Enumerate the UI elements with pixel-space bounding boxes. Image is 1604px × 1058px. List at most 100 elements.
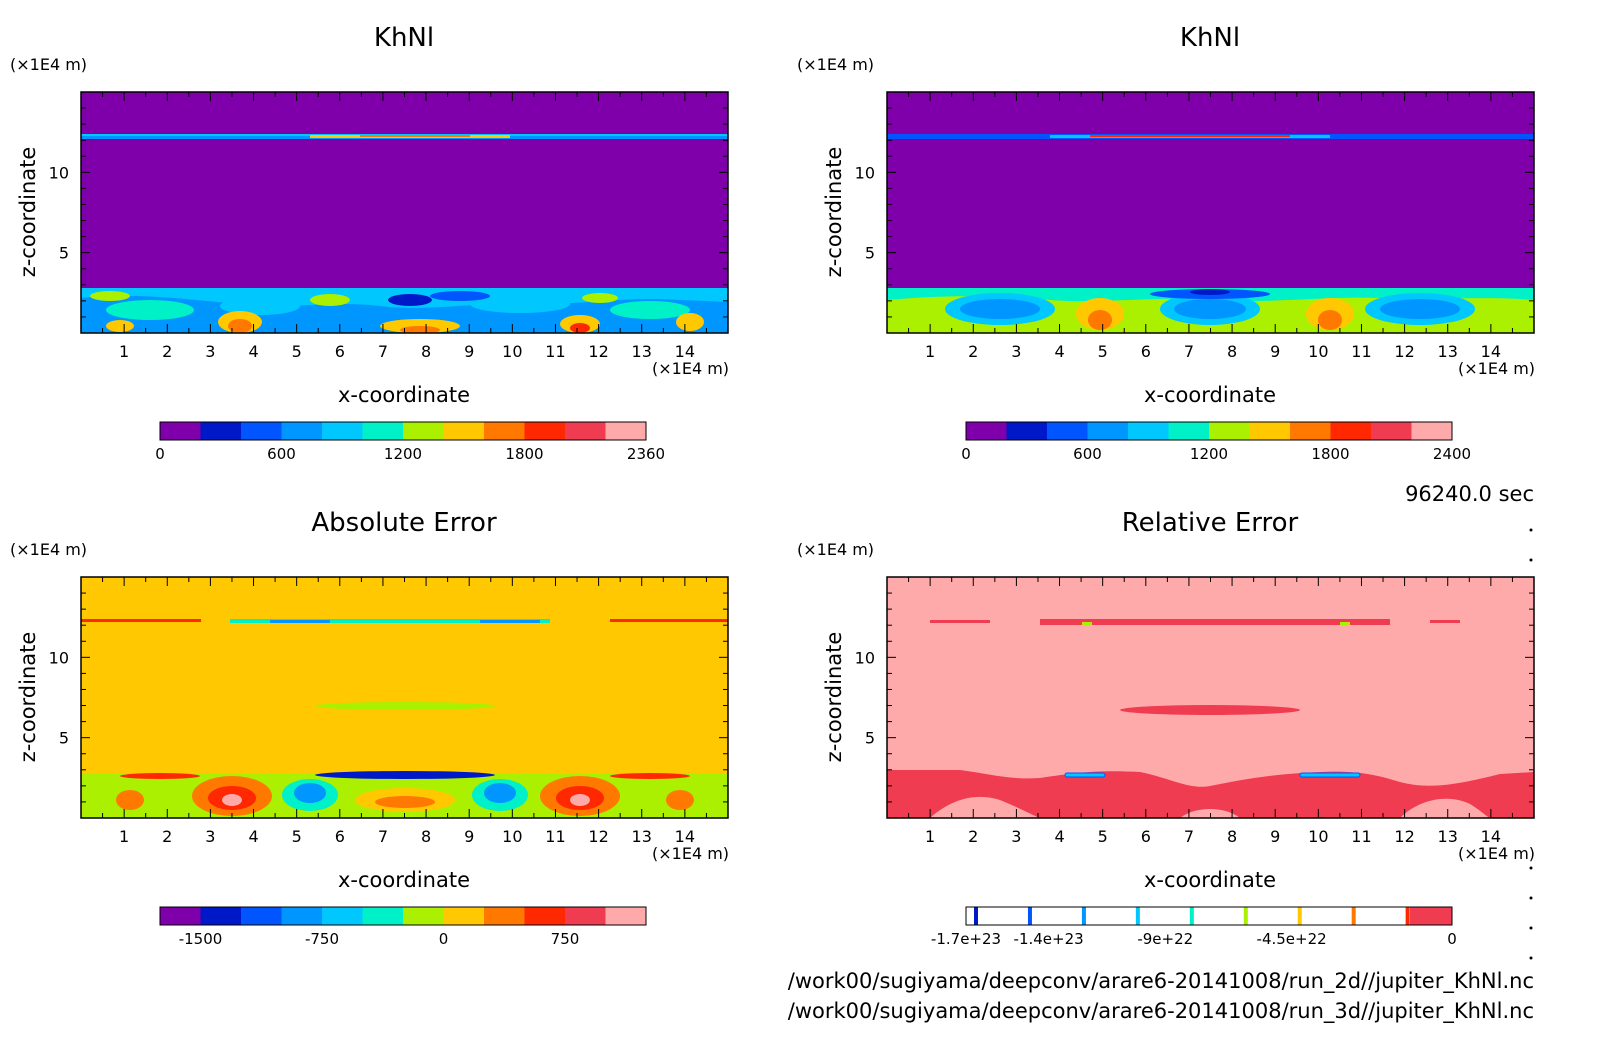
contour-region (388, 294, 432, 306)
colorbar-swatch (241, 907, 282, 925)
contour-region (470, 295, 570, 313)
x-tick-label: 5 (292, 827, 302, 846)
x-tick-label: 6 (335, 827, 345, 846)
contour-region (1380, 299, 1460, 319)
colorbar-swatch (524, 907, 566, 925)
colorbar-frame (965, 906, 1453, 926)
colorbar-label: -1.4e+23 (1014, 930, 1084, 948)
contour-region (582, 293, 618, 303)
contour-region (1174, 299, 1246, 319)
panel-relative-error: Relative Error (×1E4 m) 1 2 3 4 5 6 7 8 9 10 11 12 1… (797, 508, 1535, 948)
colorbar: -1.7e+23 -1.4e+23 -9e+22 -4.5e+22 0 (931, 906, 1457, 948)
colorbar-swatch (1168, 422, 1210, 440)
panel-khnl-2d: KhNl (×1E4 m) (10, 23, 729, 463)
colorbar-swatch (1209, 422, 1250, 440)
colorbar-swatch (1249, 422, 1291, 440)
y-tick-label: 5 (865, 244, 875, 263)
contour-region (676, 313, 704, 331)
colorbar-label: 0 (1447, 930, 1457, 948)
y-tick-label: 10 (855, 163, 875, 182)
colorbar-level-line (1081, 907, 1086, 925)
colorbar-frame (159, 906, 647, 926)
x-tick-label: 11 (545, 827, 565, 846)
colorbar-level-line (1243, 907, 1248, 925)
x-tick-label: 8 (421, 342, 431, 361)
x-tick-label: 4 (248, 827, 258, 846)
x-tick-label: 2 (968, 827, 978, 846)
x-tick-label: 13 (632, 827, 652, 846)
contour-region (1318, 310, 1342, 330)
contour-region (960, 299, 1040, 319)
contour-region (930, 620, 990, 623)
x-tick-label: 3 (1011, 342, 1021, 361)
x-tick-label: 5 (1098, 342, 1108, 361)
colorbar-swatch (443, 907, 485, 925)
x-tick-label: 12 (1394, 827, 1414, 846)
x-tick-label: 7 (1184, 827, 1194, 846)
x-tick-label: 10 (502, 827, 522, 846)
x-tick-label: 5 (292, 342, 302, 361)
x-tick-label: 10 (1308, 827, 1328, 846)
x-tick-label: 1 (925, 342, 935, 361)
colorbar-swatch (1047, 422, 1088, 440)
x-tick-label: 1 (119, 342, 129, 361)
contour-region (887, 770, 1534, 818)
colorbar-label: 2400 (1433, 445, 1471, 463)
x-tick-label: 6 (1141, 827, 1151, 846)
contour-region (484, 783, 516, 803)
x-tick-label: 2 (968, 342, 978, 361)
x-axis-label: x-coordinate (1144, 868, 1276, 892)
y-axis-label: z-coordinate (822, 632, 846, 763)
contour-region (1430, 620, 1460, 623)
x-tick-label: 12 (1394, 342, 1414, 361)
contour-region (1082, 622, 1092, 625)
contour-region (120, 773, 200, 779)
x-tick-label: 5 (1098, 827, 1108, 846)
x-tick-label: 3 (205, 827, 215, 846)
colorbar-swatch (1290, 422, 1331, 440)
contour-region (1040, 619, 1390, 625)
colorbar-swatch (605, 422, 647, 440)
plot-area (887, 577, 1534, 818)
colorbar-swatch (322, 422, 363, 440)
colorbar-swatch (1411, 422, 1453, 440)
contour-region (315, 771, 495, 779)
x-tick-label: 11 (1351, 827, 1371, 846)
colorbar-swatch (281, 422, 323, 440)
y-unit-label: (×1E4 m) (797, 540, 874, 559)
decorative-dots (1529, 528, 1533, 960)
plot-area (81, 92, 728, 333)
colorbar-swatch (1410, 907, 1452, 925)
colorbar-swatch (241, 422, 282, 440)
x-tick-label: 4 (1054, 827, 1064, 846)
colorbar-label: 600 (267, 445, 296, 463)
contour-region (1340, 622, 1350, 625)
contour-region (610, 773, 690, 779)
colorbar-label: 750 (551, 930, 580, 948)
plot-area (81, 577, 728, 818)
colorbar-swatch (565, 907, 606, 925)
colorbar-swatch (565, 422, 606, 440)
y-tick-label: 10 (855, 648, 875, 667)
x-unit-label: (×1E4 m) (652, 359, 729, 378)
contour-region (116, 790, 144, 810)
colorbar-level-line (1405, 907, 1410, 925)
colorbar: 0 600 1200 1800 2360 (155, 421, 665, 463)
contour-region (400, 326, 440, 333)
x-tick-label: 4 (248, 342, 258, 361)
colorbar-swatch (1087, 422, 1129, 440)
plot-area (887, 92, 1534, 333)
colorbar-level-line (1027, 907, 1032, 925)
colorbar-swatch (524, 422, 566, 440)
x-tick-label: 8 (1227, 342, 1237, 361)
y-unit-label: (×1E4 m) (10, 540, 87, 559)
colorbar-level-line (1297, 907, 1302, 925)
y-axis-label: z-coordinate (16, 147, 40, 278)
contour-region (360, 135, 470, 137)
colorbar-label: -4.5e+22 (1257, 930, 1327, 948)
contour-region (930, 796, 1040, 818)
